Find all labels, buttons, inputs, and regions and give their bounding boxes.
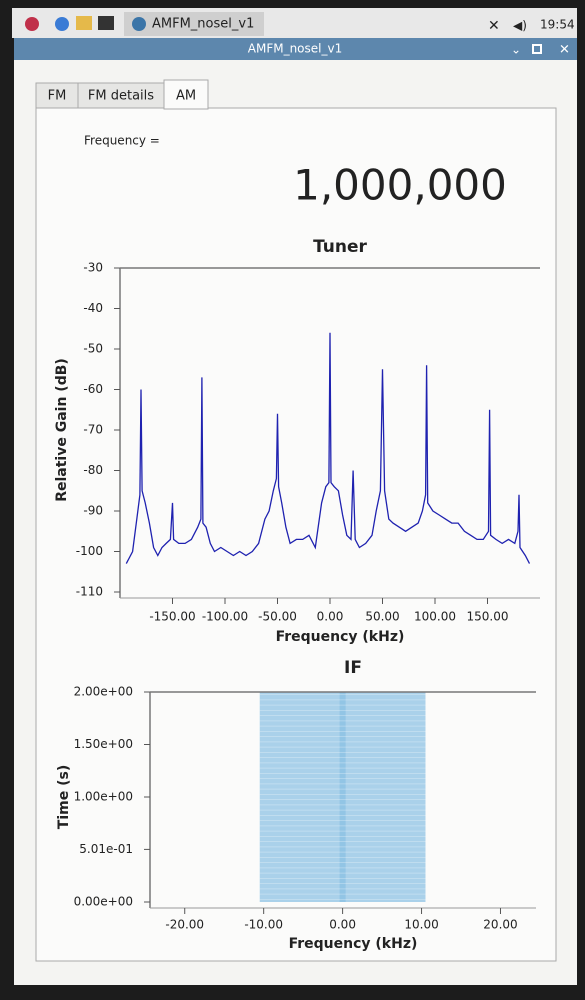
browser-icon[interactable] [55, 17, 69, 31]
y-axis-label: Relative Gain (dB) [54, 358, 70, 502]
task-label: AMFM_nosel_v1 [152, 17, 254, 32]
y-tick-label: -110 [76, 585, 103, 599]
y-tick-label: -30 [83, 261, 103, 275]
x-tick-label: 10.00 [404, 918, 438, 932]
minimize-button[interactable]: ⌄ [511, 43, 521, 57]
x-tick-label: 0.00 [317, 610, 344, 624]
y-tick-label: -50 [83, 342, 103, 356]
y-tick-label: -80 [83, 463, 103, 477]
y-tick-label: 2.00e+00 [74, 685, 133, 699]
maximize-button[interactable] [532, 44, 542, 54]
y-axis-label: Time (s) [56, 765, 72, 829]
x-tick-label: -100.00 [202, 610, 248, 624]
python-icon [132, 17, 146, 31]
y-tick-label: 5.01e-01 [79, 842, 133, 856]
menu-icon[interactable] [25, 17, 39, 31]
spectrum-line [125, 332, 531, 564]
tab[interactable] [35, 82, 79, 109]
y-tick-label: 1.50e+00 [74, 737, 133, 751]
x-tick-label: 150.00 [467, 610, 509, 624]
x-tick-label: -50.00 [258, 610, 297, 624]
x-axis-label: Frequency (kHz) [289, 936, 418, 952]
window-title: AMFM_nosel_v1 [248, 42, 342, 56]
title-bar [14, 38, 577, 60]
x-tick-label: 50.00 [365, 610, 399, 624]
tab[interactable] [163, 79, 209, 110]
x-tick-label: 0.00 [329, 918, 356, 932]
clock: 19:54 [540, 18, 575, 32]
x-tick-label: -20.00 [165, 918, 204, 932]
chart-title: IF [344, 658, 362, 678]
y-tick-label: -60 [83, 382, 103, 396]
close-button[interactable]: ✕ [559, 43, 570, 58]
frequency-value: 1,000,000 [293, 161, 507, 210]
terminal-icon[interactable] [98, 16, 114, 30]
y-tick-label: -70 [83, 423, 103, 437]
tab-label: FM [48, 89, 67, 104]
x-tick-label: 20.00 [483, 918, 517, 932]
x-tick-label: 100.00 [414, 610, 456, 624]
network-icon[interactable]: ✕ [488, 18, 500, 34]
y-tick-label: 0.00e+00 [74, 895, 133, 909]
tab[interactable] [77, 82, 165, 109]
volume-icon[interactable]: ◀) [513, 19, 527, 33]
chart-title: Tuner [313, 237, 367, 257]
y-tick-label: -90 [83, 504, 103, 518]
task-button[interactable] [124, 12, 264, 36]
waterfall-center [339, 692, 346, 902]
y-tick-label: -100 [76, 544, 103, 558]
x-axis-label: Frequency (kHz) [276, 629, 405, 645]
tab-label: FM details [88, 89, 154, 104]
y-tick-label: -40 [83, 301, 103, 315]
x-tick-label: -10.00 [244, 918, 283, 932]
y-tick-label: 1.00e+00 [74, 790, 133, 804]
x-tick-label: -150.00 [149, 610, 195, 624]
frequency-label: Frequency = [84, 134, 160, 148]
files-icon[interactable] [76, 16, 92, 30]
tab-label: AM [176, 89, 196, 104]
